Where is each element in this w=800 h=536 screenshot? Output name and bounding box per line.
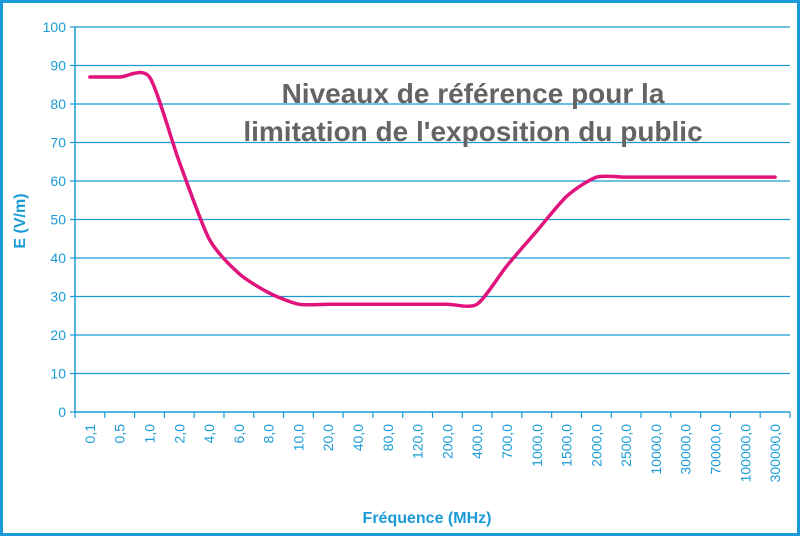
x-tick-label: 10000,0 — [648, 424, 664, 475]
x-tick-label: 100000,0 — [737, 424, 753, 483]
y-tick-label: 0 — [58, 404, 66, 420]
x-tick-label: 80,0 — [380, 424, 396, 451]
x-tick-label: 20,0 — [320, 424, 336, 451]
y-tick-label: 90 — [50, 58, 66, 74]
x-tick-label: 120,0 — [410, 424, 426, 459]
chart-title-line-2: limitation de l'exposition du public — [243, 116, 702, 147]
x-tick-label: 6,0 — [231, 424, 247, 444]
x-tick-label: 2000,0 — [588, 424, 604, 467]
y-tick-label: 50 — [50, 212, 66, 228]
x-tick-label: 1,0 — [141, 424, 157, 444]
x-tick-label: 1500,0 — [559, 424, 575, 467]
x-tick-labels: 0,1 0,5 1,0 2,0 4,0 6,0 8,0 10,0 20,0 40,0 80,0 120… — [82, 424, 783, 483]
x-tick-label: 10,0 — [290, 424, 306, 451]
y-tick-label: 10 — [50, 366, 66, 382]
x-tick-label: 70000,0 — [708, 424, 724, 475]
y-tick-label: 40 — [50, 250, 66, 266]
x-tick-label: 200,0 — [439, 424, 455, 459]
x-tick-label: 300000,0 — [767, 424, 783, 483]
gridlines — [75, 26, 790, 375]
y-tick-labels: 0 10 20 30 40 50 60 70 80 90 100 — [43, 19, 67, 420]
axes — [70, 26, 791, 418]
x-tick-label: 8,0 — [261, 424, 277, 444]
y-tick-label: 30 — [50, 289, 66, 305]
x-tick-label: 4,0 — [201, 424, 217, 444]
x-tick-label: 2,0 — [171, 424, 187, 444]
x-tick-label: 40,0 — [350, 424, 366, 451]
y-axis-title: E (V/m) — [12, 193, 29, 248]
y-tick-label: 20 — [50, 327, 66, 343]
y-tick-label: 60 — [50, 173, 66, 189]
x-tick-label: 400,0 — [469, 424, 485, 459]
y-tick-label: 100 — [43, 19, 67, 35]
line-chart: 0 10 20 30 40 50 60 70 80 90 100 0,1 0,5 1,0 2,0 4,0 6,… — [12, 19, 791, 527]
chart-title-line-1: Niveaux de référence pour la — [282, 78, 665, 109]
x-tick-label: 700,0 — [499, 424, 515, 459]
x-tick-label: 2500,0 — [618, 424, 634, 467]
series-line — [88, 70, 777, 308]
series-group — [88, 70, 777, 308]
x-tick-label: 0,5 — [112, 424, 128, 444]
y-tick-label: 80 — [50, 96, 66, 112]
y-tick-label: 70 — [50, 135, 66, 151]
x-tick-label: 1000,0 — [529, 424, 545, 467]
x-tick-label: 0,1 — [82, 424, 98, 444]
x-axis-title: Fréquence (MHz) — [363, 510, 492, 527]
x-tick-label: 30000,0 — [678, 424, 694, 475]
